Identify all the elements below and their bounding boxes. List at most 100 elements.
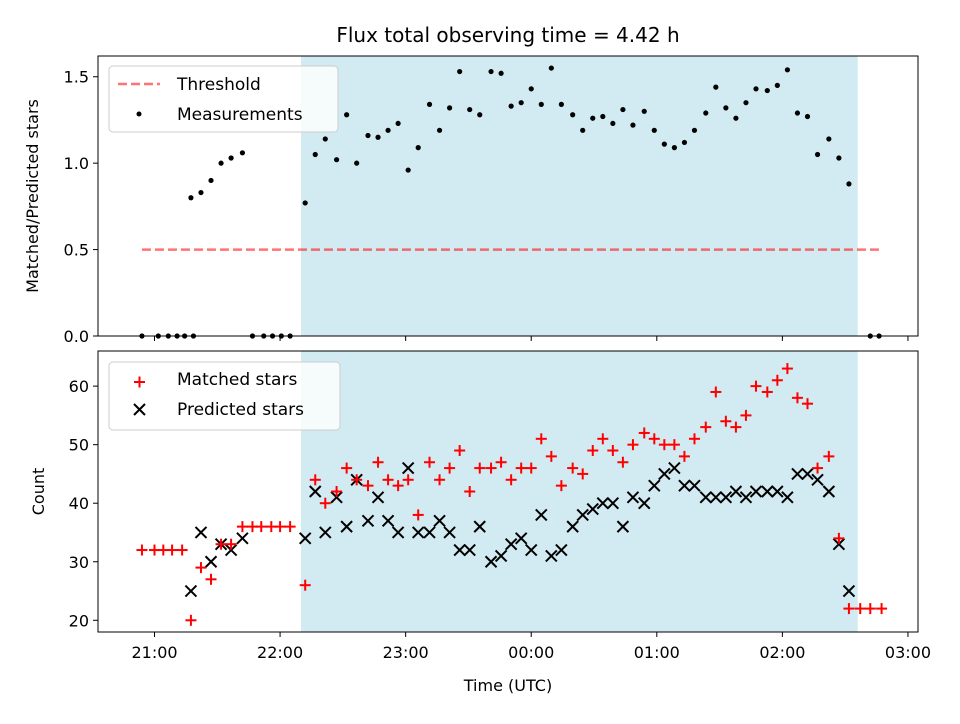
matched-star-point bbox=[688, 433, 700, 445]
predicted-star-point bbox=[791, 467, 804, 481]
x-tick-label: 23:00 bbox=[383, 643, 429, 662]
predicted-star-point bbox=[361, 514, 375, 527]
measurement-points bbox=[139, 65, 882, 339]
predicted-mark-stroke bbox=[801, 467, 814, 481]
predicted-star-point bbox=[586, 502, 599, 516]
measurement-point bbox=[743, 100, 749, 106]
measurement-point bbox=[426, 101, 433, 107]
measurement-point bbox=[600, 113, 606, 120]
ratio-x-ticks bbox=[154, 336, 909, 341]
matched-star-point bbox=[648, 433, 660, 445]
measurement-point bbox=[354, 160, 360, 166]
ratio-panel: 0.0 0.5 1.0 1.5 Matched/Predicted stars Thr… bbox=[23, 55, 919, 346]
matched-star-point bbox=[720, 415, 732, 427]
matched-star-point bbox=[255, 521, 267, 533]
matched-star-point bbox=[864, 603, 876, 615]
measurement-point bbox=[538, 101, 544, 107]
predicted-mark-stroke bbox=[749, 485, 763, 498]
predicted-mark-stroke bbox=[443, 526, 456, 539]
measurement-point bbox=[580, 127, 586, 133]
measurement-point bbox=[753, 86, 759, 92]
measurement-point bbox=[826, 136, 832, 142]
matched-star-point bbox=[833, 532, 845, 544]
predicted-mark-stroke bbox=[668, 461, 681, 475]
measurement-point bbox=[558, 101, 564, 107]
matched-star-point bbox=[607, 445, 619, 457]
measurement-point bbox=[836, 155, 842, 161]
measurement-point bbox=[322, 136, 328, 142]
predicted-mark-stroke bbox=[811, 473, 824, 486]
count-y-axis-label: Count bbox=[29, 468, 48, 516]
count-panel: 20 30 40 50 60 21:00 22:00 23:00 00:00 01:00 02:0… bbox=[29, 350, 931, 695]
measurement-point bbox=[344, 112, 350, 118]
predicted-star-point bbox=[545, 549, 558, 563]
predicted-mark-stroke bbox=[832, 537, 846, 551]
predicted-mark-stroke bbox=[761, 485, 774, 498]
predicted-mark-stroke bbox=[555, 543, 568, 557]
matched-star-point bbox=[627, 439, 639, 451]
measurement-point bbox=[671, 145, 677, 151]
predicted-stars-legend-marker bbox=[133, 403, 146, 416]
threshold-legend-label: Threshold bbox=[176, 75, 261, 95]
matched-stars-legend-marker bbox=[134, 376, 145, 388]
predicted-stars-legend-label: Predicted stars bbox=[177, 400, 304, 420]
measurement-point bbox=[548, 65, 554, 71]
predicted-mark-stroke bbox=[371, 491, 385, 504]
predicted-mark-stroke bbox=[204, 555, 218, 568]
matched-star-point bbox=[464, 486, 476, 497]
matched-star-point bbox=[274, 521, 286, 533]
x-tick-label: 21:00 bbox=[131, 643, 177, 662]
measurement-point bbox=[691, 127, 698, 133]
measurement-point bbox=[630, 122, 636, 128]
predicted-mark-stroke bbox=[709, 491, 723, 504]
predicted-star-point bbox=[616, 520, 630, 533]
count-legend-box bbox=[108, 361, 341, 431]
predicted-mark-stroke bbox=[433, 514, 446, 527]
predicted-star-point bbox=[194, 526, 208, 539]
matched-star-point bbox=[309, 474, 321, 486]
predicted-star-point bbox=[842, 584, 856, 598]
predicted-mark-stroke bbox=[514, 532, 528, 545]
matched-star-point bbox=[331, 486, 343, 497]
predicted-star-point bbox=[423, 526, 436, 539]
predicted-star-point bbox=[319, 526, 332, 539]
matched-star-point bbox=[225, 538, 237, 550]
y-tick-label: 1.0 bbox=[64, 154, 89, 173]
matched-star-point bbox=[843, 603, 855, 615]
measurement-point bbox=[385, 127, 391, 133]
measurement-point bbox=[814, 151, 821, 158]
matched-star-point bbox=[515, 462, 527, 474]
predicted-mark-stroke bbox=[596, 497, 610, 510]
matched-star-point bbox=[730, 421, 742, 433]
matched-star-point bbox=[474, 462, 486, 474]
measurement-point bbox=[610, 120, 616, 127]
predicted-mark-stroke bbox=[319, 526, 332, 539]
predicted-star-point bbox=[729, 485, 743, 498]
measurement-point bbox=[198, 189, 204, 196]
measurement-point bbox=[570, 112, 576, 118]
matched-star-point bbox=[668, 439, 680, 451]
matched-star-point bbox=[362, 480, 374, 492]
predicted-star-point bbox=[606, 497, 620, 510]
predicted-star-point bbox=[236, 532, 249, 545]
matched-star-point bbox=[597, 433, 609, 445]
predicted-mark-stroke bbox=[688, 479, 701, 492]
matched-star-point bbox=[299, 579, 311, 591]
matched-star-point bbox=[444, 462, 456, 474]
ratio-legend: Threshold Measurements bbox=[108, 65, 339, 133]
predicted-star-point bbox=[781, 491, 794, 504]
count-points bbox=[136, 363, 888, 626]
predicted-star-point bbox=[340, 520, 353, 533]
predicted-star-point bbox=[709, 491, 723, 504]
matched-star-point bbox=[876, 603, 888, 615]
predicted-star-point bbox=[739, 491, 753, 504]
predicted-mark-stroke bbox=[391, 526, 405, 539]
count-legend: Matched stars Predicted stars bbox=[108, 361, 341, 431]
measurement-point bbox=[395, 120, 401, 127]
predicted-star-point bbox=[525, 543, 538, 557]
predicted-mark-stroke bbox=[791, 467, 804, 481]
matched-star-point bbox=[166, 544, 178, 556]
ratio-panel-frame bbox=[97, 55, 919, 337]
predicted-mark-stroke bbox=[340, 520, 353, 533]
